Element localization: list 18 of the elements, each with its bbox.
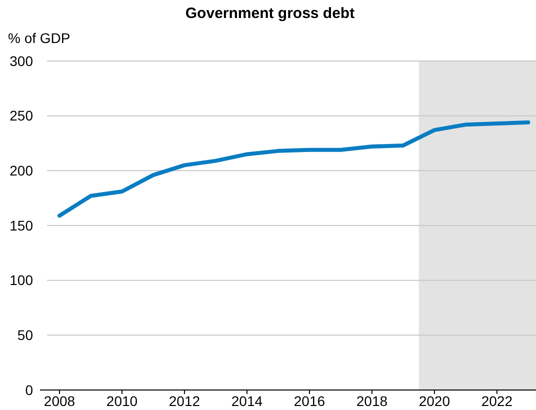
y-tick-label: 200 [10,162,34,179]
x-tick-label: 2018 [356,393,388,409]
x-tick-label: 2014 [231,393,263,409]
x-tick-label: 2022 [481,393,513,409]
y-tick-label: 0 [25,382,34,398]
y-tick-label: 300 [10,52,34,69]
x-tick-label: 2016 [294,393,326,409]
x-tick-label: 2012 [168,393,200,409]
y-tick-label: 250 [10,108,34,124]
y-axis-title: % of GDP [8,30,70,46]
x-tick-label: 2020 [418,393,450,409]
x-tick-label: 2008 [44,393,76,409]
line-series [58,120,530,218]
chart-title: Government gross debt [185,5,355,22]
y-tick-label: 50 [17,327,34,344]
x-tick-label: 2010 [106,393,138,409]
y-tick-label: 150 [10,217,34,234]
y-tick-label: 100 [10,272,34,288]
